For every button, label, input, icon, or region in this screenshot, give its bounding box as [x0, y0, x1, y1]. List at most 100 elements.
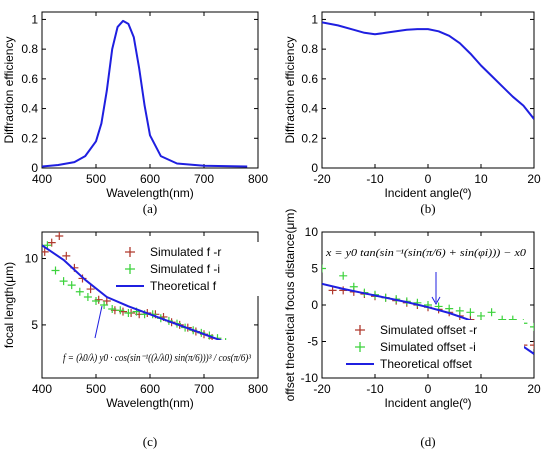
legend-label: Simulated f -i — [150, 262, 220, 276]
y-tick-label: 1 — [31, 12, 38, 26]
y-tick-label: 0.8 — [301, 42, 318, 56]
legend-label: Theoretical offset — [380, 357, 472, 371]
series-line — [322, 21, 534, 120]
x-tick-label: 600 — [140, 382, 160, 396]
y-tick-label: -5 — [307, 335, 318, 349]
panel-caption: (d) — [420, 434, 435, 449]
data-point — [92, 297, 100, 306]
data-point — [75, 287, 84, 296]
y-tick-label: 0.6 — [21, 72, 38, 86]
legend-marker — [355, 342, 365, 352]
plot-frame — [41, 11, 259, 169]
legend-marker — [355, 325, 365, 335]
data-point — [55, 232, 64, 240]
data-point — [42, 247, 49, 256]
data-point — [466, 308, 475, 317]
data-point — [108, 304, 117, 313]
data-point — [530, 341, 534, 350]
data-point — [322, 264, 326, 273]
y-tick-label: 5 — [311, 262, 318, 276]
data-point — [530, 322, 534, 331]
y-tick-label: 0 — [311, 161, 318, 175]
series-line — [42, 19, 248, 168]
y-tick-label: 0.4 — [301, 102, 318, 116]
data-point — [62, 251, 71, 260]
plot-frame — [321, 11, 535, 169]
y-tick-label: -10 — [301, 371, 319, 385]
y-axis-label: focal length(μm) — [2, 262, 16, 348]
x-tick-label: 500 — [86, 382, 106, 396]
y-axis-label: Diffraction efficiency — [283, 37, 297, 144]
legend-marker — [125, 264, 135, 274]
data-point — [47, 238, 56, 247]
x-tick-label: 400 — [32, 382, 52, 396]
y-tick-label: 1 — [311, 12, 318, 26]
equation-d-box — [323, 240, 531, 264]
y-tick-label: 0.6 — [301, 72, 318, 86]
data-point — [116, 306, 125, 315]
y-tick-label: 0.2 — [21, 131, 38, 145]
y-tick-label: 0.8 — [21, 42, 38, 56]
y-axis-label: Diffraction efficiency — [2, 37, 16, 144]
x-tick-label: 800 — [248, 382, 268, 396]
data-point — [67, 281, 76, 290]
legend-marker — [125, 247, 135, 257]
x-tick-label: -10 — [366, 382, 384, 396]
data-point — [86, 285, 95, 294]
data-point — [100, 301, 109, 309]
data-point — [349, 282, 358, 291]
legend-label: Simulated offset -i — [380, 340, 476, 354]
panel-a: 400 500 600 700 800 0 0.2 0.4 0.6 0.8 1 Wavelength(… — [2, 11, 268, 216]
legend-label: Theoretical f — [150, 279, 217, 293]
x-tick-label: 700 — [194, 382, 214, 396]
x-axis-label: Incident angle(º) — [384, 396, 471, 410]
x-axis-label: Wavelength(nm) — [106, 396, 194, 410]
equation-c-text: f = (λ0/λ) y0 · cos(sin⁻¹((λ/λ0) sin(π/6… — [63, 353, 252, 364]
plot-area — [42, 19, 248, 168]
data-point — [487, 308, 496, 317]
equation-d-text: x = y0 tan(sin⁻¹(sin(π/6) + sin(φi))) − … — [325, 248, 526, 259]
equation-c: f = (λ0/λ) y0 · cos(sin⁻¹((λ/λ0) sin(π/6… — [60, 340, 256, 374]
data-point — [59, 277, 68, 286]
x-axis-label: Incident angle(º) — [384, 186, 471, 200]
x-tick-label: 20 — [527, 382, 541, 396]
x-tick-label: 0 — [425, 382, 432, 396]
x-tick-label: -20 — [313, 172, 331, 186]
x-tick-label: 10 — [474, 172, 488, 186]
panel-caption: (a) — [143, 201, 157, 216]
legend-label: Simulated offset -r — [380, 323, 477, 337]
y-tick-label: 10 — [25, 252, 39, 266]
data-point — [51, 266, 60, 275]
panel-caption: (c) — [143, 434, 157, 449]
equation-d: x = y0 tan(sin⁻¹(sin(π/6) + sin(φi))) − … — [323, 240, 531, 264]
data-point — [328, 286, 337, 295]
x-tick-label: 600 — [140, 172, 160, 186]
y-axis-label: offset theoretical focus distance(μm) — [283, 209, 297, 402]
panel-b: -20 -10 0 10 20 0 0.2 0.4 0.6 0.8 1 Incident angle(… — [283, 11, 541, 216]
equation-c-box — [60, 340, 256, 374]
data-point — [445, 304, 454, 313]
x-tick-label: 500 — [86, 172, 106, 186]
legend: Simulated offset -r Simulated offset -i Th… — [342, 320, 524, 374]
plot-area — [322, 21, 534, 120]
y-tick-label: 10 — [305, 225, 319, 239]
x-tick-label: 0 — [425, 172, 432, 186]
legend: Simulated f -r Simulated f -i Theoretical … — [112, 242, 262, 296]
y-tick-label: 0.2 — [301, 131, 318, 145]
y-tick-label: 0.4 — [21, 102, 38, 116]
x-axis-label: Wavelength(nm) — [106, 186, 194, 200]
y-tick-label: 0 — [31, 161, 38, 175]
x-tick-label: -10 — [366, 172, 384, 186]
x-tick-label: 10 — [474, 382, 488, 396]
x-tick-label: -20 — [313, 382, 331, 396]
legend-label: Simulated f -r — [150, 245, 221, 259]
panel-caption: (b) — [420, 201, 435, 216]
data-point — [124, 308, 133, 317]
x-tick-label: 400 — [32, 172, 52, 186]
data-point — [477, 311, 485, 320]
x-tick-label: 20 — [527, 172, 541, 186]
equation-c-arrow — [94, 305, 103, 339]
data-point — [83, 293, 92, 302]
